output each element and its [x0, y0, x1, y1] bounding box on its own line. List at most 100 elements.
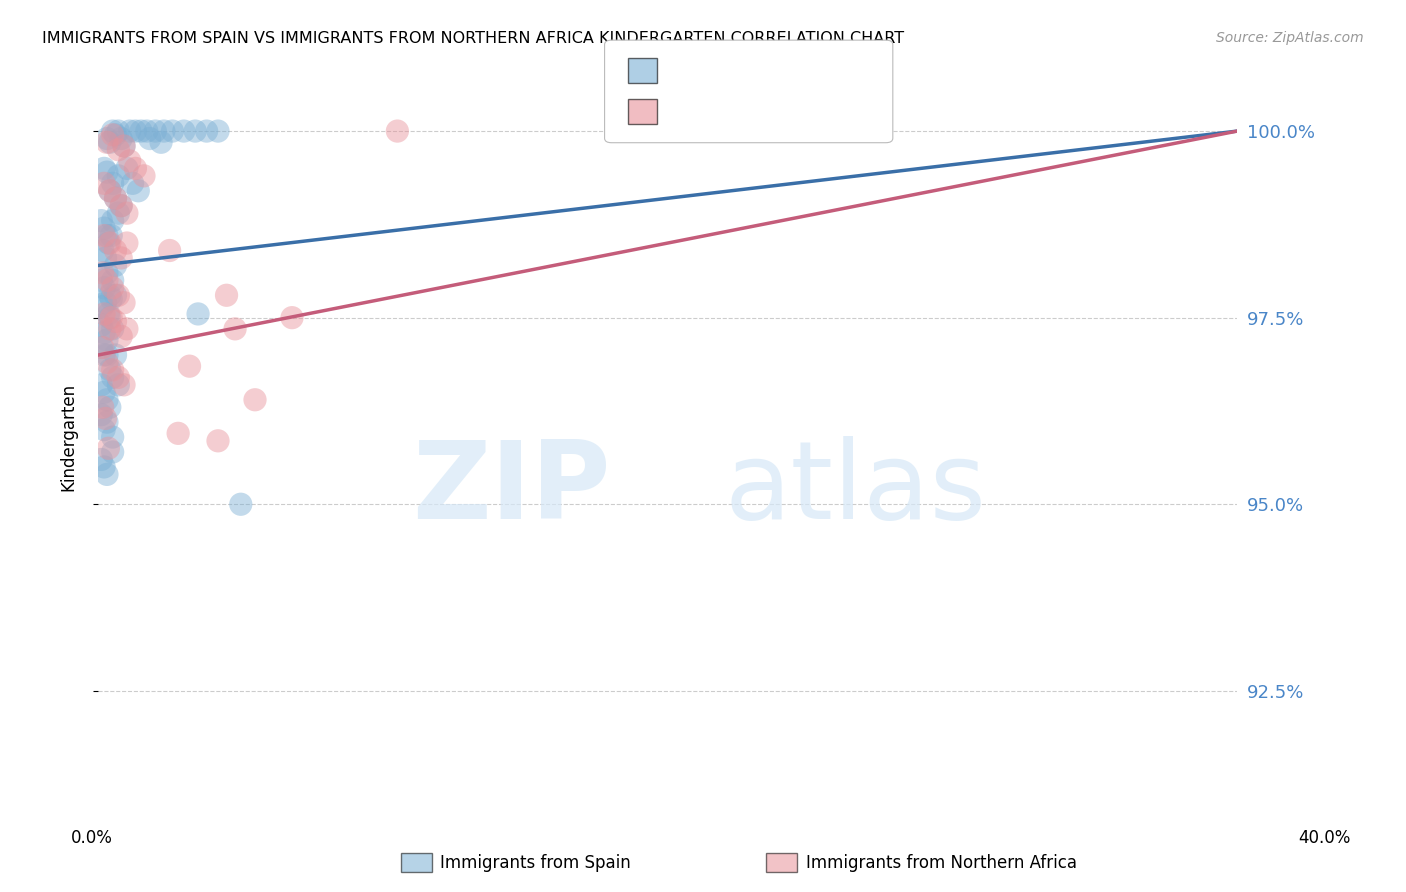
Point — [96, 131, 118, 145]
Point — [153, 124, 176, 138]
Point — [96, 165, 118, 179]
Point — [162, 124, 184, 138]
Point — [93, 221, 115, 235]
Point — [104, 128, 127, 142]
Point — [94, 295, 117, 310]
Point — [100, 310, 122, 325]
Point — [104, 259, 127, 273]
Point — [138, 131, 160, 145]
Point — [104, 191, 127, 205]
Point — [132, 169, 155, 183]
Point — [94, 251, 117, 265]
Point — [98, 310, 121, 325]
Point — [90, 273, 112, 287]
Point — [97, 307, 120, 321]
Point — [91, 266, 114, 280]
Point — [91, 300, 114, 314]
Point — [115, 235, 138, 250]
Point — [121, 177, 143, 191]
Point — [107, 370, 129, 384]
Point — [104, 314, 127, 328]
Point — [96, 415, 118, 429]
Text: N =: N = — [786, 100, 830, 120]
Text: 0.434: 0.434 — [704, 59, 766, 78]
Point — [207, 434, 229, 448]
Point — [101, 281, 124, 295]
Point — [90, 452, 112, 467]
Point — [107, 169, 129, 183]
Point — [93, 348, 115, 362]
Point — [98, 401, 121, 415]
Point — [101, 445, 124, 459]
Point — [173, 124, 195, 138]
Point — [110, 251, 132, 265]
Point — [96, 333, 118, 347]
Point — [179, 359, 201, 374]
Point — [93, 307, 115, 321]
Text: R =: R = — [665, 59, 707, 78]
Point — [91, 244, 114, 258]
Point — [97, 235, 120, 250]
Point — [101, 273, 124, 287]
Point — [93, 161, 115, 176]
Point — [101, 177, 124, 191]
Point — [90, 213, 112, 227]
Point — [150, 135, 173, 149]
Point — [118, 124, 141, 138]
Point — [115, 161, 138, 176]
Text: 0.0%: 0.0% — [70, 829, 112, 847]
Point — [94, 411, 117, 425]
Point — [96, 266, 118, 280]
Point — [97, 442, 120, 456]
Point — [98, 288, 121, 302]
Point — [127, 184, 149, 198]
Point — [98, 184, 121, 198]
Text: 40.0%: 40.0% — [1298, 829, 1351, 847]
Text: ZIP: ZIP — [412, 436, 612, 542]
Point — [167, 426, 190, 441]
Point — [184, 124, 207, 138]
Point — [90, 408, 112, 422]
Point — [115, 322, 138, 336]
Point — [101, 322, 124, 336]
Point — [107, 143, 129, 157]
Text: 0.581: 0.581 — [704, 100, 766, 120]
Point — [110, 131, 132, 145]
Point — [243, 392, 266, 407]
Point — [96, 355, 118, 369]
Point — [91, 401, 114, 415]
Text: Immigrants from Spain: Immigrants from Spain — [440, 854, 631, 871]
Point — [90, 318, 112, 332]
Text: 71: 71 — [825, 59, 852, 78]
Point — [110, 199, 132, 213]
Point — [101, 370, 124, 384]
Point — [115, 206, 138, 220]
Point — [224, 322, 246, 336]
Point — [90, 341, 112, 355]
Point — [101, 213, 124, 227]
Point — [98, 184, 121, 198]
Point — [90, 377, 112, 392]
Point — [129, 124, 152, 138]
Point — [93, 177, 115, 191]
Point — [104, 244, 127, 258]
Point — [98, 363, 121, 377]
Y-axis label: Kindergarten: Kindergarten — [59, 383, 77, 491]
Point — [124, 124, 146, 138]
Point — [98, 322, 121, 336]
Point — [118, 153, 141, 168]
Point — [112, 295, 135, 310]
Point — [101, 430, 124, 444]
Point — [91, 341, 114, 355]
Text: atlas: atlas — [725, 436, 987, 542]
Point — [96, 273, 118, 287]
Text: Source: ZipAtlas.com: Source: ZipAtlas.com — [1216, 31, 1364, 45]
Point — [195, 124, 218, 138]
Point — [207, 124, 229, 138]
Text: IMMIGRANTS FROM SPAIN VS IMMIGRANTS FROM NORTHERN AFRICA KINDERGARTEN CORRELATIO: IMMIGRANTS FROM SPAIN VS IMMIGRANTS FROM… — [42, 31, 904, 46]
Point — [281, 310, 304, 325]
Point — [96, 392, 118, 407]
Text: N =: N = — [786, 59, 830, 78]
Point — [96, 135, 118, 149]
Point — [215, 288, 238, 302]
